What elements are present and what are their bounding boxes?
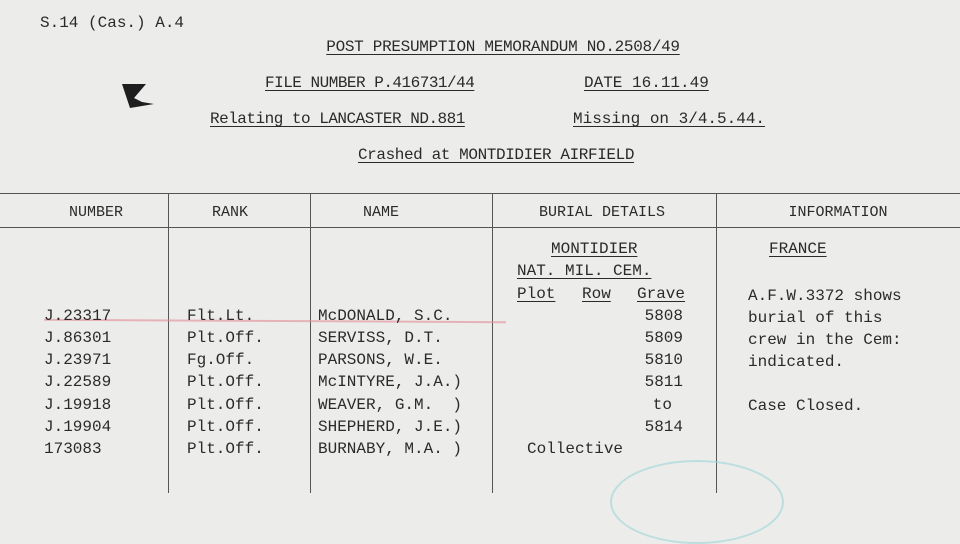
missing-on: Missing on 3/4.5.44. [573, 110, 766, 128]
burial-row-label: Row [582, 285, 611, 303]
crew-name: McINTYRE, J.A.) [318, 373, 463, 391]
crew-name: WEAVER, G.M. ) [318, 396, 463, 414]
info-line: crew in the Cem: [748, 331, 902, 349]
grave-number: 5810 [644, 351, 683, 369]
relating-to: Relating to LANCASTER ND.881 [210, 110, 465, 128]
crew-number: J.22589 [44, 373, 112, 391]
memo-title: POST PRESUMPTION MEMORANDUM NO.2508/49 [326, 38, 680, 56]
header-rule [0, 227, 960, 228]
grave-number: 5811 [644, 373, 683, 391]
crew-number: J.86301 [44, 329, 112, 347]
crew-number: J.23317 [44, 307, 112, 325]
column-divider [310, 193, 311, 493]
column-header-number: NUMBER [68, 204, 124, 221]
crew-number: J.19904 [44, 418, 112, 436]
burial-grave-label: Grave [637, 285, 686, 303]
crew-rank: Plt.Off. [187, 418, 264, 436]
crew-name: PARSONS, W.E. [318, 351, 443, 369]
burial-cemetery: NAT. MIL. CEM. [517, 262, 652, 280]
column-header-rank: RANK [211, 204, 249, 221]
crew-name: SHEPHERD, J.E.) [318, 418, 463, 436]
crew-number: 173083 [44, 440, 102, 458]
crew-rank: Fg.Off. [187, 351, 255, 369]
crew-name: SERVISS, D.T. [318, 329, 443, 347]
crew-rank: Plt.Off. [187, 329, 264, 347]
info-line: burial of this [748, 309, 883, 327]
crew-rank: Plt.Off. [187, 373, 264, 391]
grave-number: to [652, 396, 672, 414]
info-line: indicated. [748, 353, 845, 371]
column-divider [492, 193, 493, 493]
column-header-name: NAME [362, 204, 400, 221]
grave-number: 5808 [644, 307, 683, 325]
crew-number: J.23971 [44, 351, 112, 369]
punch-hole [120, 80, 156, 116]
info-status: Case Closed. [748, 397, 864, 415]
info-country: FRANCE [769, 240, 827, 258]
column-header-information: INFORMATION [788, 204, 888, 221]
crew-rank: Flt.Lt. [187, 307, 255, 325]
burial-place: MONTIDIER [551, 240, 638, 258]
form-code: S.14 (Cas.) A.4 [40, 14, 185, 32]
burial-collective: Collective [527, 440, 624, 458]
crashed-at: Crashed at MONTDIDIER AIRFIELD [357, 146, 635, 164]
grave-number: 5814 [644, 418, 683, 436]
column-divider [716, 193, 717, 493]
burial-plot-label: Plot [517, 285, 556, 303]
crew-number: J.19918 [44, 396, 112, 414]
column-header-burial: BURIAL DETAILS [538, 204, 666, 221]
grave-number: 5809 [644, 329, 683, 347]
memo-date: DATE 16.11.49 [584, 74, 709, 92]
crew-name: BURNABY, M.A. ) [318, 440, 463, 458]
column-divider [168, 193, 169, 493]
ink-stamp [610, 460, 784, 544]
table-top-rule [0, 193, 960, 194]
info-line: A.F.W.3372 shows [748, 287, 902, 305]
crew-name: McDONALD, S.C. [318, 307, 453, 325]
crew-rank: Plt.Off. [187, 440, 264, 458]
file-number: FILE NUMBER P.416731/44 [265, 74, 475, 92]
crew-rank: Plt.Off. [187, 396, 264, 414]
